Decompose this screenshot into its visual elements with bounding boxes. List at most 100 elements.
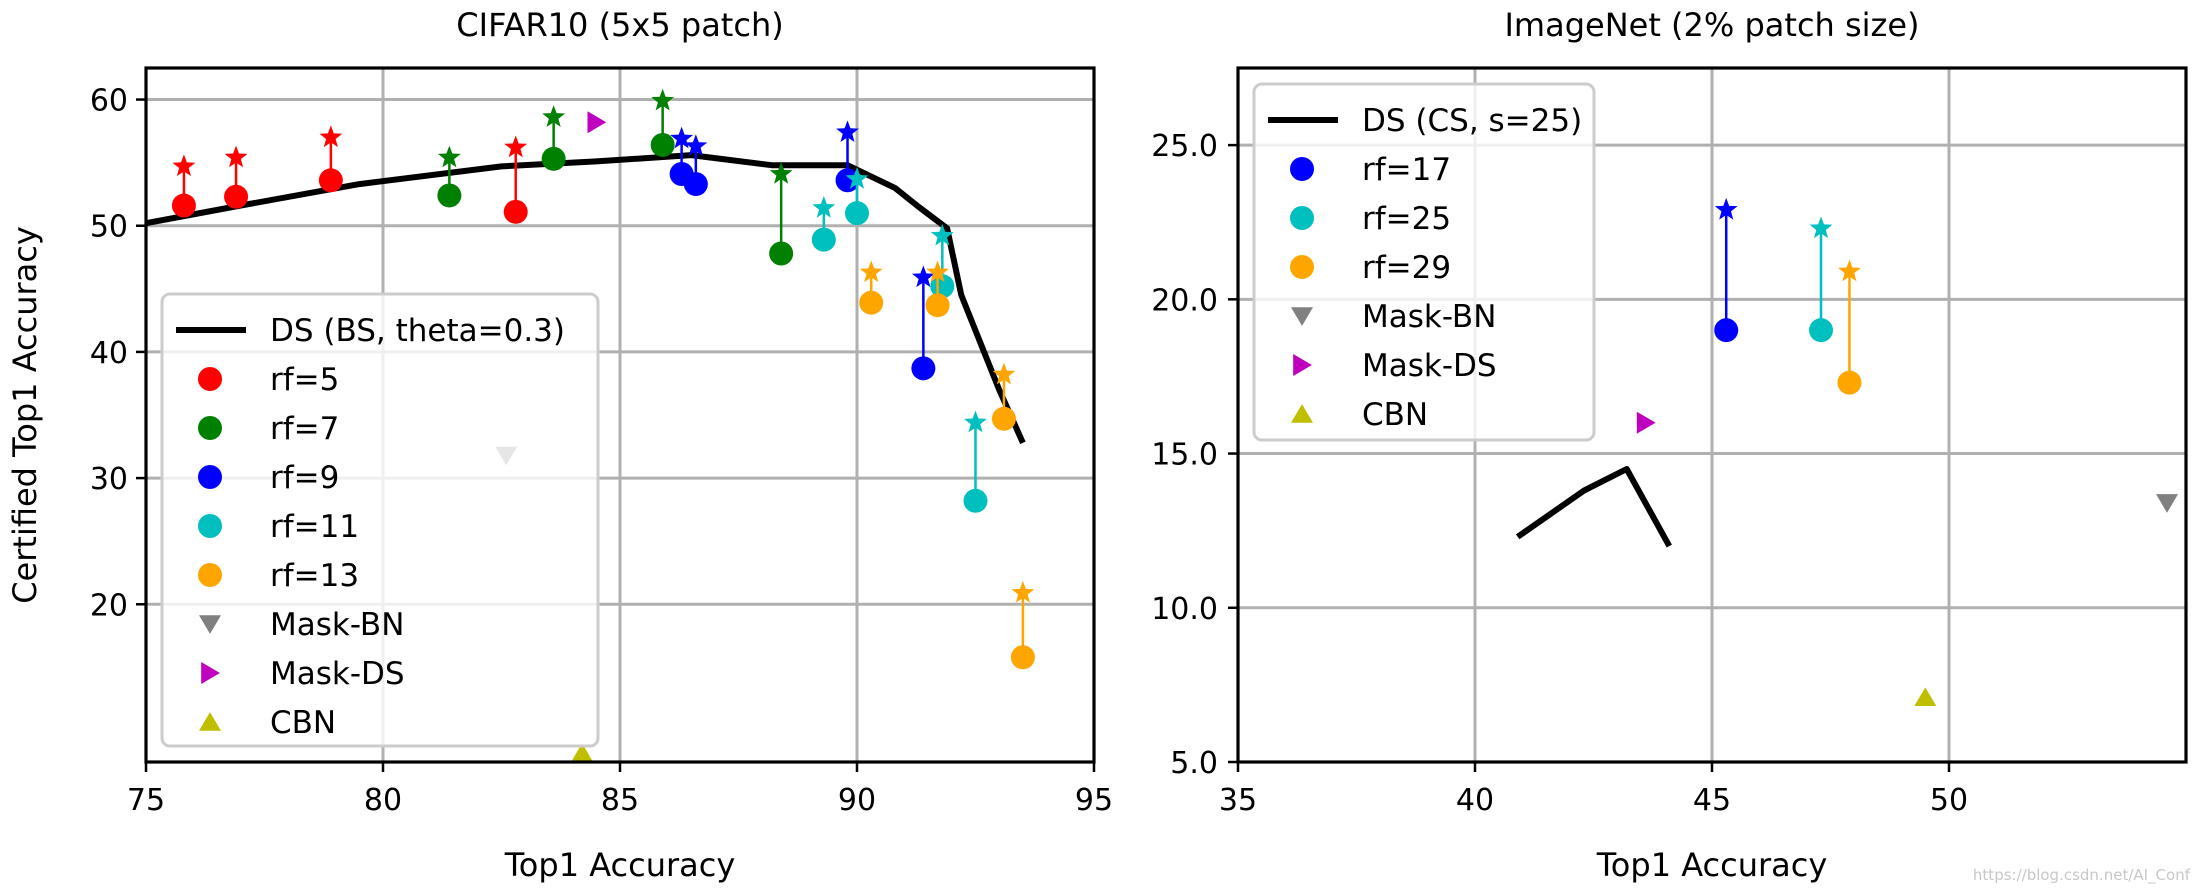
- legend-marker: [1291, 307, 1313, 326]
- y-tick-label: 60: [90, 84, 128, 119]
- axes-frame: [144, 66, 1096, 764]
- legend-box: [160, 292, 600, 748]
- legend-label: rf=11: [270, 509, 359, 545]
- data-point-clean: [811, 227, 836, 252]
- data-point-certified: [769, 161, 793, 184]
- legend-label: rf=5: [270, 362, 339, 398]
- legend-marker: [1290, 157, 1314, 181]
- x-tick-label: 40: [1456, 783, 1494, 818]
- legend-label: DS (BS, theta=0.3): [270, 313, 565, 349]
- legend-label: Mask-DS: [1362, 348, 1497, 384]
- data-point-clean: [911, 356, 936, 381]
- legend-label: CBN: [270, 705, 336, 741]
- data-point-certified: [926, 260, 949, 283]
- legend-label: DS (CS, s=25): [1362, 103, 1582, 139]
- data-point-mask-ds: [587, 111, 607, 134]
- chart-title: CIFAR10 (5x5 patch): [456, 6, 783, 44]
- data-point-certified: [224, 145, 248, 168]
- data-point-mask-ds: [1636, 411, 1656, 434]
- data-point-certified: [1714, 197, 1738, 220]
- y-tick-label: 25.0: [1151, 129, 1218, 164]
- legend-marker: [1290, 255, 1314, 279]
- x-tick-label: 75: [127, 783, 165, 818]
- data-point-certified: [1838, 259, 1861, 282]
- data-point-mask-bn: [2156, 494, 2179, 513]
- y-tick-label: 50: [90, 210, 128, 245]
- data-point-clean: [925, 293, 950, 318]
- data-point-clean: [859, 290, 884, 315]
- data-point-certified: [911, 265, 935, 288]
- data-point-clean: [1714, 318, 1739, 343]
- chart-title: ImageNet (2% patch size): [1504, 6, 1919, 44]
- data-point-cbn: [571, 743, 594, 762]
- data-point-clean: [683, 172, 708, 197]
- legend-box: [1252, 82, 1596, 442]
- legend-marker: [198, 416, 222, 440]
- data-point-certified: [930, 223, 954, 246]
- y-tick-label: 30: [90, 462, 128, 497]
- chart-panel-1: 75 80 85 90 95 20 30 40 50 60 CIFAR10 (5x5 patch) T…: [6, 6, 1113, 884]
- data-point-certified: [542, 105, 566, 127]
- x-axis-label: Top1 Accuracy: [1596, 846, 1828, 884]
- data-point-certified: [992, 362, 1016, 385]
- data-point-clean: [650, 132, 675, 157]
- legend-marker: [198, 514, 222, 538]
- axes-frame: [1236, 66, 2188, 764]
- series-line: [1515, 466, 1672, 548]
- chart-panel-2: 35 40 45 50 5.0 10.0 15.0 20.0 25.0 ImageNet (2% …: [1151, 6, 2188, 884]
- y-tick-label: 10.0: [1151, 592, 1218, 627]
- legend-label: CBN: [1362, 397, 1428, 433]
- x-tick-label: 95: [1075, 783, 1113, 818]
- legend-label: rf=9: [270, 460, 339, 496]
- data-point-certified: [836, 120, 859, 143]
- data-point-clean: [1837, 370, 1862, 395]
- data-point-certified: [1809, 216, 1833, 239]
- data-point-certified: [670, 126, 694, 149]
- data-point-certified: [437, 145, 461, 168]
- legend-label: rf=25: [1362, 201, 1451, 237]
- series-line: [146, 152, 1026, 445]
- data-point-certified: [504, 135, 528, 158]
- x-axis-label: Top1 Accuracy: [504, 846, 736, 884]
- data-point-certified: [172, 154, 196, 177]
- data-point-certified: [651, 88, 675, 111]
- data-point-clean: [318, 168, 343, 193]
- legend-marker: [198, 367, 222, 391]
- data-point-clean: [845, 201, 869, 226]
- legend: DS (CS, s=25) rf=17 rf=25 rf=29 Mask-BN Mask-…: [1252, 82, 1596, 442]
- y-tick-label: 20: [90, 588, 128, 623]
- x-tick-label: 90: [838, 783, 876, 818]
- data-point-clean: [1809, 318, 1834, 343]
- data-point-clean: [437, 183, 462, 208]
- x-tick-label: 85: [601, 783, 639, 818]
- legend-marker: [199, 615, 221, 634]
- data-point-certified: [812, 196, 836, 218]
- legend-label: Mask-DS: [270, 656, 405, 692]
- plot-area: [1515, 197, 2179, 707]
- data-point-clean: [171, 193, 196, 218]
- data-point-clean: [769, 241, 794, 266]
- data-point-clean: [541, 146, 566, 171]
- data-point-certified: [964, 410, 987, 433]
- data-point-certified: [845, 167, 869, 189]
- x-tick-label: 35: [1219, 783, 1257, 818]
- legend-marker: [198, 563, 222, 587]
- x-tick-label: 50: [1930, 783, 1968, 818]
- legend-marker: [1290, 206, 1314, 230]
- legend-label: rf=29: [1362, 250, 1451, 286]
- legend-marker: [1293, 354, 1312, 376]
- y-tick-label: 15.0: [1151, 438, 1218, 473]
- legend-label: rf=13: [270, 558, 359, 594]
- data-point-clean: [963, 488, 988, 513]
- x-tick-label: 80: [364, 783, 402, 818]
- data-point-clean: [1010, 645, 1035, 670]
- legend-label: Mask-BN: [1362, 299, 1496, 335]
- legend: DS (BS, theta=0.3) rf=5 rf=7 rf=9 rf=11 rf=13…: [160, 292, 600, 748]
- y-axis-label: Certified Top1 Accuracy: [6, 226, 44, 604]
- legend-label: rf=7: [270, 411, 339, 447]
- data-point-cbn: [1914, 687, 1937, 707]
- legend-label: rf=17: [1362, 152, 1451, 188]
- legend-marker: [198, 465, 222, 489]
- y-tick-label: 20.0: [1151, 283, 1218, 318]
